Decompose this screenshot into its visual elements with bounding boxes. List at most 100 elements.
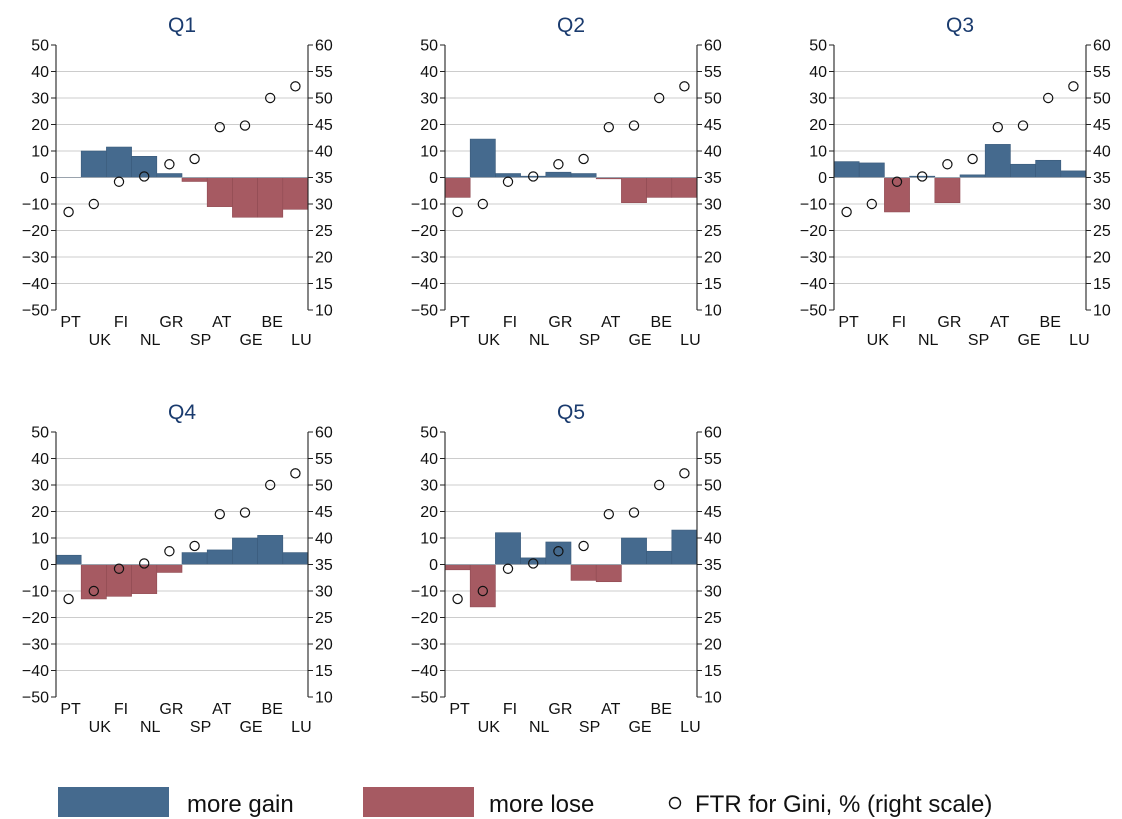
legend-gain-swatch — [58, 787, 169, 817]
bar-lu — [282, 177, 309, 210]
right-tick-label: 50 — [315, 478, 333, 495]
left-tick-label: 50 — [31, 425, 49, 442]
bar-lu — [671, 177, 698, 198]
category-label-pt: PT — [449, 701, 470, 718]
ftr-point-pt — [63, 593, 74, 605]
bar-uk — [858, 162, 885, 178]
ftr-point-sp — [578, 153, 589, 165]
ftr-point-uk — [477, 198, 488, 210]
right-tick-label: 50 — [1093, 91, 1111, 108]
bar-sp — [570, 173, 597, 178]
left-tick-label: −20 — [800, 223, 827, 240]
ftr-point-be — [654, 92, 665, 104]
bar-fi — [106, 564, 132, 597]
category-label-gr: GR — [159, 701, 183, 718]
left-tick-label: −40 — [411, 663, 438, 680]
left-tick-label: 50 — [809, 38, 827, 55]
bar-lu — [1060, 170, 1087, 178]
right-tick-label: 55 — [315, 451, 333, 468]
left-tick-label: −10 — [22, 584, 49, 601]
left-tick-label: −10 — [411, 584, 438, 601]
left-tick-label: −20 — [411, 610, 438, 627]
right-tick-label: 40 — [315, 144, 333, 161]
category-label-sp: SP — [968, 332, 989, 349]
ftr-point-gr — [164, 546, 175, 557]
bar-be — [257, 535, 284, 565]
right-tick-label: 45 — [704, 117, 722, 134]
right-tick-label: 35 — [1093, 170, 1111, 187]
bar-gr — [545, 171, 572, 178]
category-label-uk: UK — [478, 332, 501, 349]
left-tick-label: 40 — [31, 451, 49, 468]
category-label-lu: LU — [680, 719, 700, 736]
ftr-point-fi — [113, 563, 125, 574]
bar-at — [984, 144, 1011, 178]
ftr-point-at — [214, 121, 225, 133]
left-tick-label: 50 — [420, 38, 438, 55]
ftr-point-lu — [290, 81, 301, 92]
category-label-fi: FI — [114, 701, 128, 718]
left-tick-label: 20 — [31, 504, 49, 521]
right-tick-label: 40 — [704, 531, 722, 548]
left-tick-label: −20 — [411, 223, 438, 240]
left-tick-label: 30 — [31, 91, 49, 108]
right-tick-label: 35 — [315, 557, 333, 574]
right-tick-label: 25 — [315, 610, 333, 627]
right-tick-label: 40 — [1093, 144, 1111, 161]
panel-title: Q4 — [168, 401, 196, 424]
left-tick-label: 30 — [420, 91, 438, 108]
category-label-sp: SP — [190, 332, 211, 349]
ftr-point-sp — [189, 153, 200, 165]
ftr-point-lu — [290, 468, 301, 479]
left-tick-label: 50 — [420, 425, 438, 442]
bar-sp — [570, 564, 597, 581]
left-tick-label: 10 — [420, 531, 438, 548]
left-tick-label: −50 — [800, 303, 827, 320]
right-tick-label: 45 — [315, 117, 333, 134]
bar-lu — [282, 552, 309, 565]
ftr-point-sp — [967, 153, 978, 165]
ftr-point-uk — [88, 585, 100, 597]
category-label-sp: SP — [579, 332, 600, 349]
ftr-point-gr — [553, 159, 564, 170]
panel-title: Q1 — [168, 14, 196, 37]
left-tick-label: 20 — [809, 117, 827, 134]
ftr-point-gr — [553, 546, 564, 557]
ftr-point-lu — [1068, 81, 1079, 92]
left-tick-label: −40 — [411, 276, 438, 293]
right-tick-label: 25 — [1093, 223, 1111, 240]
chart-panel-q2: −50 −40 −30 −20 −10 0 10 20 30 40 50 10 15 20 25 30 35 40… — [411, 14, 722, 349]
left-tick-label: −30 — [22, 250, 49, 267]
bar-ge — [1010, 163, 1036, 178]
category-label-at: AT — [601, 314, 620, 331]
left-tick-label: −50 — [411, 303, 438, 320]
bar-uk — [80, 150, 107, 178]
bar-ge — [232, 177, 258, 218]
left-tick-label: −40 — [22, 276, 49, 293]
category-label-fi: FI — [114, 314, 128, 331]
category-label-be: BE — [651, 314, 672, 331]
bar-nl — [131, 564, 158, 594]
right-tick-label: 55 — [315, 64, 333, 81]
ftr-point-fi — [891, 176, 903, 187]
legend-lose-swatch — [363, 787, 474, 817]
right-tick-label: 55 — [704, 64, 722, 81]
left-tick-label: −40 — [22, 663, 49, 680]
right-tick-label: 30 — [315, 197, 333, 214]
right-tick-label: 10 — [315, 303, 333, 320]
left-tick-label: −30 — [22, 637, 49, 654]
left-tick-label: 20 — [31, 117, 49, 134]
ftr-point-sp — [189, 540, 200, 552]
ftr-point-fi — [113, 176, 125, 187]
category-label-at: AT — [601, 701, 620, 718]
left-tick-label: −30 — [800, 250, 827, 267]
right-tick-label: 35 — [315, 170, 333, 187]
right-tick-label: 50 — [704, 478, 722, 495]
right-tick-label: 20 — [315, 637, 333, 654]
category-label-uk: UK — [867, 332, 890, 349]
ftr-point-be — [654, 479, 665, 491]
category-label-uk: UK — [478, 719, 501, 736]
bar-at — [206, 549, 233, 565]
bar-be — [646, 177, 673, 198]
